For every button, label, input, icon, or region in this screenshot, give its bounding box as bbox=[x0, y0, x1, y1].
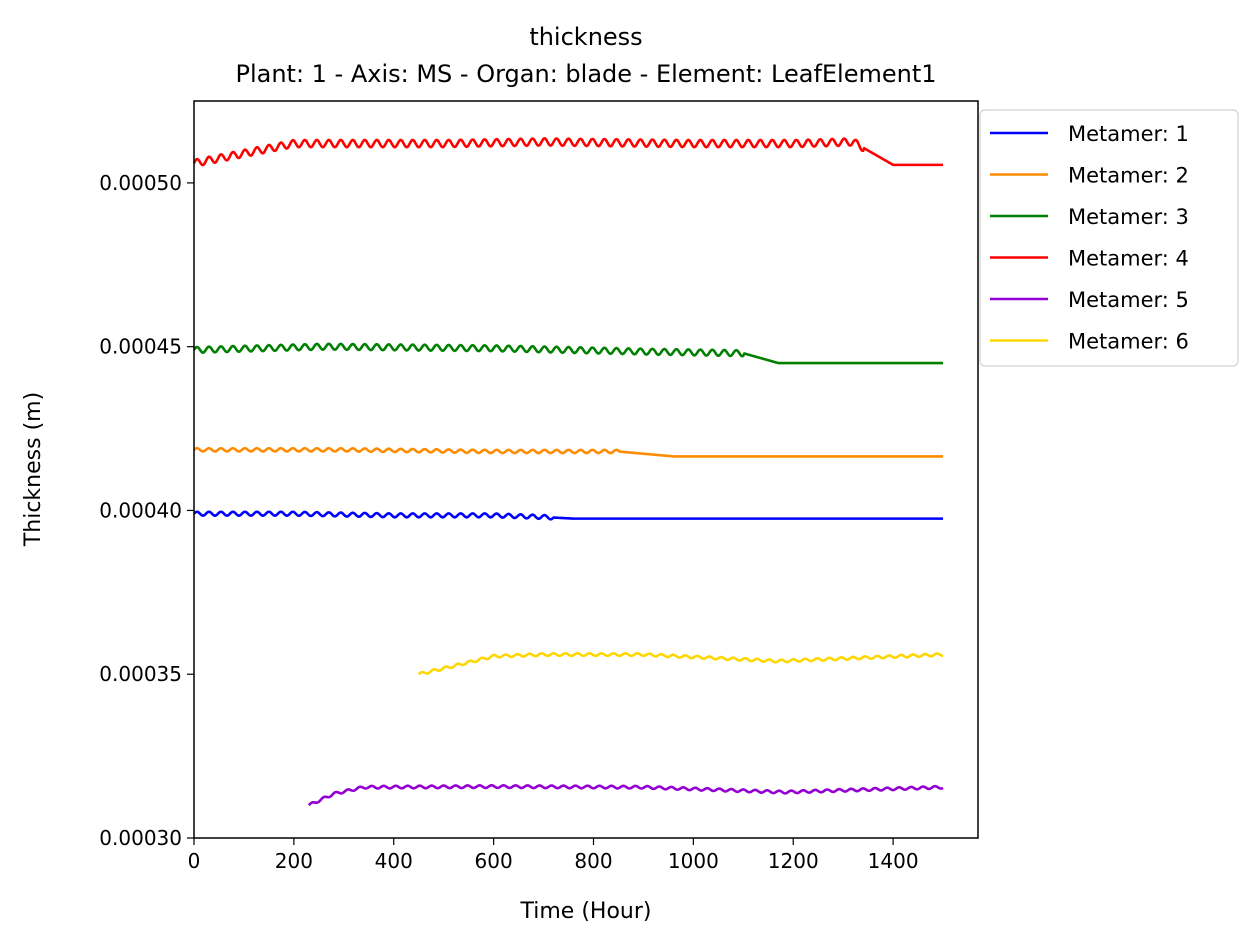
y-tick-label: 0.00040 bbox=[99, 498, 182, 522]
series-line-metamer-2 bbox=[193, 446, 944, 458]
y-tick-label: 0.00035 bbox=[99, 662, 182, 686]
y-tick-label: 0.00045 bbox=[99, 335, 182, 359]
legend-box bbox=[979, 109, 1239, 367]
x-tick-label: 1200 bbox=[768, 849, 819, 873]
legend-label-metamer-4: Metamer: 4 bbox=[1068, 247, 1189, 271]
series-line-metamer-4 bbox=[192, 137, 944, 167]
legend-label-metamer-2: Metamer: 2 bbox=[1068, 164, 1189, 188]
x-tick-label: 1000 bbox=[668, 849, 719, 873]
x-tick-label: 400 bbox=[375, 849, 413, 873]
x-tick-label: 800 bbox=[574, 849, 612, 873]
y-tick-label: 0.00050 bbox=[99, 171, 182, 195]
plot-frame bbox=[193, 100, 979, 839]
x-axis: 0 200 400 600 800 1000 1200 1400 bbox=[188, 838, 919, 873]
x-tick-label: 0 bbox=[188, 849, 201, 873]
series-line-metamer-5 bbox=[307, 783, 944, 807]
chart-title: thickness bbox=[529, 23, 642, 51]
legend-label-metamer-3: Metamer: 3 bbox=[1068, 205, 1189, 229]
y-axis: 0.00030 0.00035 0.00040 0.00045 0.00050 bbox=[99, 171, 194, 850]
legend: Metamer: 1 Metamer: 2 Metamer: 3 Metamer: 4… bbox=[979, 109, 1239, 367]
legend-label-metamer-1: Metamer: 1 bbox=[1068, 122, 1189, 146]
plot-lines bbox=[192, 137, 944, 807]
x-tick-label: 200 bbox=[275, 849, 313, 873]
x-axis-label: Time (Hour) bbox=[520, 899, 652, 924]
legend-label-metamer-6: Metamer: 6 bbox=[1068, 330, 1189, 354]
x-tick-label: 600 bbox=[475, 849, 513, 873]
y-axis-label: Thickness (m) bbox=[21, 392, 46, 547]
series-line-metamer-1 bbox=[193, 510, 944, 521]
chart-subtitle: Plant: 1 - Axis: MS - Organ: blade - Ele… bbox=[235, 60, 936, 88]
series-line-metamer-6 bbox=[417, 651, 944, 676]
x-tick-label: 1400 bbox=[868, 849, 919, 873]
series-line-metamer-3 bbox=[192, 342, 944, 365]
legend-label-metamer-5: Metamer: 5 bbox=[1068, 288, 1189, 312]
y-tick-label: 0.00030 bbox=[99, 826, 182, 850]
